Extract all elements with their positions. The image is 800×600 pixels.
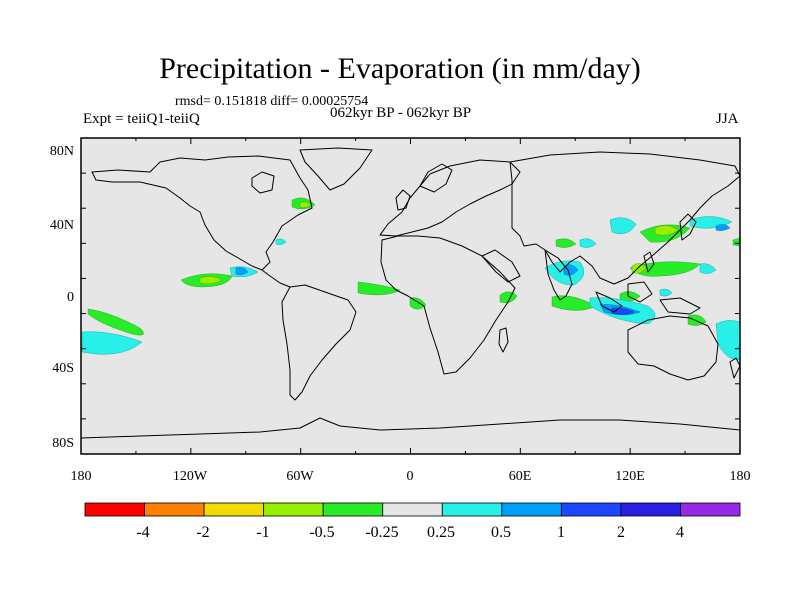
colorbar-box [84,502,145,517]
colorbar-label-6: 0.25 [427,524,455,541]
coast-europe [379,159,521,237]
coast-antarctica [80,417,741,439]
lat-label-40s: 40S [52,361,74,376]
colorbar-box [203,502,265,517]
map-ticks [80,137,741,455]
coast-hudson-bay [251,171,275,194]
colorbar-label-4: -0.5 [309,524,334,541]
lon-label-180w: 180 [71,469,92,484]
season-label: JJA [716,111,739,127]
coast-philippines [643,251,655,273]
lon-label-60e: 60E [509,469,532,484]
coast-australia [627,315,719,381]
colorbar-label-1: -4 [136,524,149,541]
colorbar-label-9: 2 [617,524,625,541]
colorbar-box [501,502,562,517]
colorbar [84,502,741,517]
coast-uk [395,189,411,211]
coast-greenland [299,147,373,191]
colorbar-label-7: 0.5 [491,524,511,541]
colorbar-label-2: -2 [196,524,209,541]
colorbar-box [680,502,741,517]
coast-north-america [91,155,313,271]
lat-label-0: 0 [67,290,74,305]
lat-axis-labels: 80N 40N 0 40S 80S [50,144,74,451]
colorbar-label-3: -1 [256,524,269,541]
lon-label-120e: 120E [615,469,645,484]
lon-label-0: 0 [407,469,414,484]
colorbar-box [322,502,384,517]
lat-label-40n: 40N [50,218,74,233]
colorbar-labels: -4 -2 -1 -0.5 -0.25 0.25 0.5 1 2 4 [136,524,684,541]
map-title: Precipitation - Evaporation (in mm/day) [159,52,641,85]
colorbar-box [382,502,443,517]
colorbar-label-5: -0.25 [365,524,398,541]
coastlines [80,147,741,439]
coast-new-guinea [659,297,701,315]
coast-arabia [481,249,521,283]
lon-label-180e: 180 [730,469,751,484]
lon-label-120w: 120W [173,469,208,484]
lat-label-80s: 80S [52,436,74,451]
colorbar-label-10: 4 [676,524,684,541]
stats-text: rmsd= 0.151818 diff= 0.00025754 [175,94,369,109]
colorbar-box [144,502,205,517]
lon-label-60w: 60W [286,469,314,484]
coast-central-america [261,269,291,288]
coast-scandinavia [419,163,453,193]
colorbar-box [560,502,622,517]
map-area [81,138,740,454]
lat-label-80n: 80N [50,144,74,159]
colorbar-label-8: 1 [557,524,565,541]
colorbar-box [441,502,503,517]
coast-madagascar [498,327,509,353]
colorbar-box [620,502,681,517]
coast-africa [380,235,516,375]
lon-axis-labels: 180 120W 60W 0 60E 120E 180 [71,469,751,484]
coast-south-america [281,284,357,401]
coast-japan [679,213,697,241]
colorbar-box [263,502,324,517]
coast-asia [509,151,741,285]
coast-borneo [627,281,653,303]
experiment-label: Expt = teiiQ1-teiiQ [83,111,200,127]
coast-indonesia [595,291,623,313]
anomaly-yellowgreen-patches [199,201,679,285]
coast-india [544,249,573,301]
period-label: 062kyr BP - 062kyr BP [330,105,472,121]
